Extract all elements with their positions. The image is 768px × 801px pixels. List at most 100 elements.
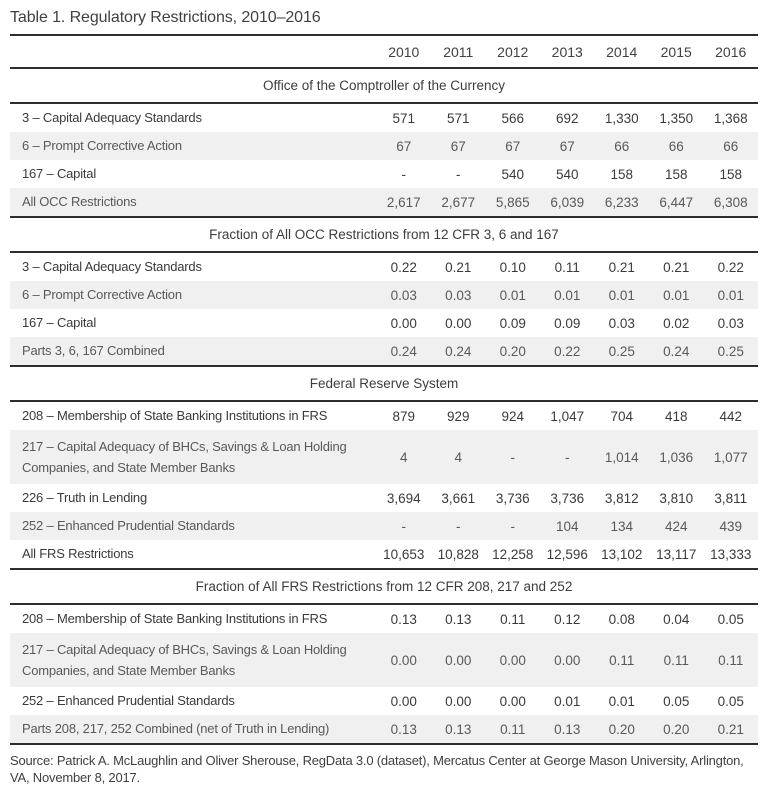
value-cell: 0.24 — [663, 343, 690, 359]
value-cell: 0.13 — [554, 721, 581, 737]
value-cell: 0.00 — [390, 315, 417, 331]
value-cell: 104 — [555, 518, 579, 534]
value-cell: 1,014 — [604, 449, 639, 465]
table-row: 226 – Truth in Lending 3,694 3,661 3,736 3,7… — [10, 484, 758, 512]
value-cell: 0.22 — [717, 259, 744, 275]
value-cell: 66 — [614, 138, 630, 154]
value-cell: 0.20 — [499, 343, 526, 359]
value-cell: 3,810 — [659, 490, 694, 506]
year-header-row: 2010 2011 2012 2013 2014 2015 2016 — [10, 35, 758, 69]
section-header-label: Federal Reserve System — [10, 365, 758, 402]
value-cell: - — [456, 518, 461, 534]
value-cell: 10,653 — [383, 546, 425, 562]
value-cell: 13,117 — [656, 546, 697, 562]
row-label: 167 – Capital — [22, 166, 97, 181]
value-cell: 0.00 — [390, 652, 417, 668]
section-header-label: Office of the Comptroller of the Currenc… — [10, 67, 758, 104]
value-cell: 6,308 — [713, 194, 748, 210]
value-cell: 0.09 — [554, 315, 581, 331]
value-cell: 418 — [664, 408, 688, 424]
value-cell: 0.24 — [390, 343, 417, 359]
table-row: 208 – Membership of State Banking Instit… — [10, 604, 758, 633]
table-row: All FRS Restrictions 10,653 10,828 12,258 12… — [10, 540, 758, 569]
value-cell: 0.00 — [445, 693, 472, 709]
value-cell: 0.01 — [554, 693, 581, 709]
value-cell: 0.01 — [663, 287, 690, 303]
value-cell: - — [456, 166, 461, 182]
value-cell: 1,047 — [550, 408, 585, 424]
table-row: 208 – Membership of State Banking Instit… — [10, 401, 758, 430]
row-label: 217 – Capital Adequacy of BHCs, Savings … — [22, 642, 347, 678]
table-row: 3 – Capital Adequacy Standards 0.22 0.21 0.… — [10, 252, 758, 281]
value-cell: 2,677 — [441, 194, 476, 210]
value-cell: 134 — [610, 518, 633, 534]
value-cell: 0.05 — [717, 611, 744, 627]
row-label: Parts 3, 6, 167 Combined — [22, 343, 165, 358]
value-cell: 4 — [454, 449, 463, 465]
table-row: 217 – Capital Adequacy of BHCs, Savings … — [10, 430, 758, 484]
value-cell: 0.11 — [500, 721, 526, 737]
table-row: All OCC Restrictions 2,617 2,677 5,865 6,039… — [10, 188, 758, 217]
section-header-row: Fraction of All FRS Restrictions from 12… — [10, 568, 758, 605]
value-cell: 158 — [664, 166, 688, 182]
value-cell: 540 — [555, 166, 579, 182]
value-cell: 0.25 — [608, 343, 635, 359]
value-cell: 0.24 — [445, 343, 472, 359]
table-row: 252 – Enhanced Prudential Standards 0.00 0… — [10, 687, 758, 715]
regulatory-restrictions-table: 2010 2011 2012 2013 2014 2015 2016 Offic… — [10, 34, 758, 745]
value-cell: 540 — [501, 166, 525, 182]
value-cell: 0.03 — [390, 287, 417, 303]
value-cell: 0.22 — [554, 343, 581, 359]
value-cell: 1,077 — [713, 449, 748, 465]
value-cell: 571 — [392, 110, 416, 126]
row-label: 6 – Prompt Corrective Action — [22, 138, 182, 153]
value-cell: 879 — [392, 408, 416, 424]
value-cell: 0.11 — [609, 652, 635, 668]
value-cell: 67 — [450, 138, 466, 154]
value-cell: 0.01 — [608, 287, 635, 303]
value-cell: 66 — [723, 138, 739, 154]
value-cell: 0.01 — [554, 287, 581, 303]
section-header-label: Fraction of All FRS Restrictions from 12… — [10, 568, 758, 605]
section-header-row: Fraction of All OCC Restrictions from 12… — [10, 216, 758, 253]
value-cell: 0.00 — [390, 693, 417, 709]
value-cell: 0.20 — [663, 721, 690, 737]
value-cell: 3,736 — [495, 490, 530, 506]
table-row: Parts 208, 217, 252 Combined (net of Tru… — [10, 715, 758, 744]
value-cell: 0.11 — [554, 259, 580, 275]
value-cell: 67 — [559, 138, 575, 154]
value-cell: - — [401, 518, 407, 534]
value-cell: 0.02 — [663, 315, 690, 331]
value-cell: 0.21 — [717, 721, 744, 737]
row-label: 252 – Enhanced Prudential Standards — [22, 518, 235, 533]
value-cell: 0.01 — [499, 287, 526, 303]
value-cell: 0.00 — [445, 315, 472, 331]
value-cell: 924 — [501, 408, 525, 424]
value-cell: 424 — [664, 518, 688, 534]
value-cell: 929 — [447, 408, 470, 424]
value-cell: 12,596 — [546, 546, 588, 562]
table-row: 217 – Capital Adequacy of BHCs, Savings … — [10, 633, 758, 687]
value-cell: 67 — [505, 138, 521, 154]
value-cell: 0.00 — [499, 652, 526, 668]
value-cell: 3,736 — [550, 490, 585, 506]
value-cell: 566 — [501, 110, 525, 126]
value-cell: 67 — [396, 138, 412, 154]
year-header-spacer — [10, 35, 377, 69]
table-row: 3 – Capital Adequacy Standards 571 571 566 6… — [10, 103, 758, 132]
row-label: 252 – Enhanced Prudential Standards — [22, 693, 235, 708]
value-cell: 1,036 — [659, 449, 694, 465]
value-cell: - — [510, 518, 516, 534]
row-label: 208 – Membership of State Banking Instit… — [22, 408, 328, 423]
value-cell: 0.03 — [608, 315, 635, 331]
year-header-cell: 2010 — [376, 35, 432, 69]
value-cell: 0.04 — [663, 611, 690, 627]
value-cell: 0.13 — [390, 721, 417, 737]
value-cell: 66 — [668, 138, 684, 154]
row-label: All OCC Restrictions — [22, 194, 137, 209]
value-cell: 0.00 — [445, 652, 472, 668]
value-cell: 0.11 — [500, 611, 526, 627]
value-cell: 0.21 — [608, 259, 635, 275]
row-label: 226 – Truth in Lending — [22, 490, 147, 505]
row-label: 6 – Prompt Corrective Action — [22, 287, 182, 302]
